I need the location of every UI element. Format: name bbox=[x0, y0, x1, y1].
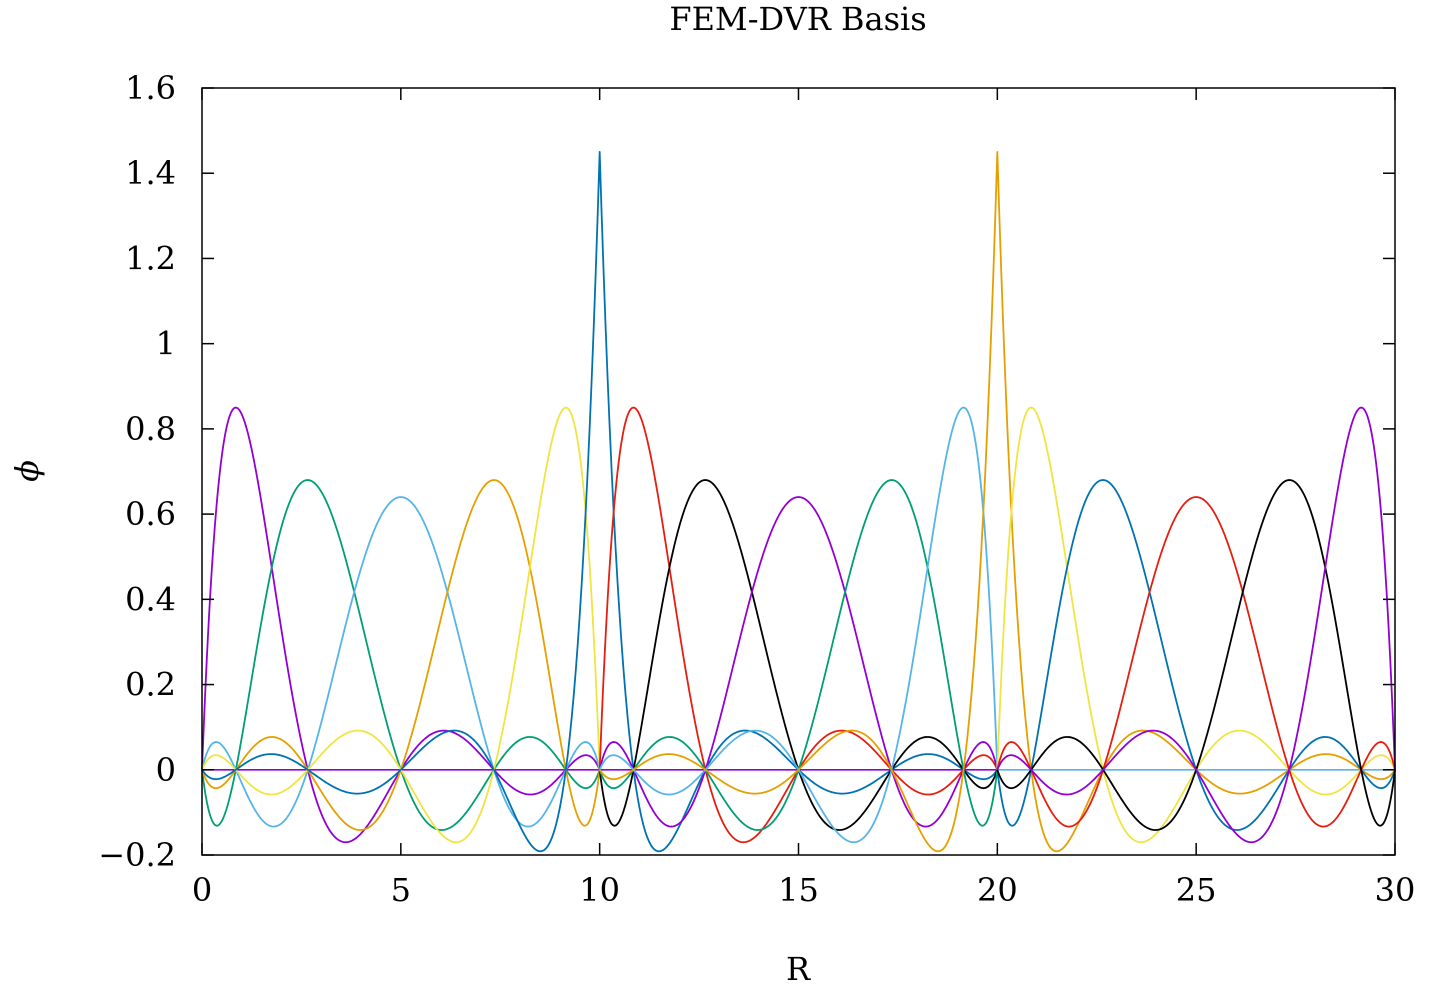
basis-curve-1 bbox=[201, 479, 601, 831]
basis-curve-14 bbox=[996, 496, 1396, 828]
x-axis-label: R bbox=[786, 950, 811, 988]
y-tick-label-7: 1.2 bbox=[125, 239, 176, 277]
y-tick-label-4: 0.6 bbox=[125, 495, 176, 533]
basis-curve-9 bbox=[598, 479, 999, 831]
basis-curve-5 bbox=[201, 151, 999, 853]
x-tick-label-6: 30 bbox=[1375, 871, 1416, 909]
y-tick-label-0: −0.2 bbox=[98, 836, 176, 874]
x-tick-label-0: 0 bbox=[192, 871, 212, 909]
x-tick-label-4: 20 bbox=[977, 871, 1018, 909]
y-tick-label-8: 1.4 bbox=[125, 154, 176, 192]
y-tick-label-2: 0.2 bbox=[125, 666, 176, 704]
y-tick-label-9: 1.6 bbox=[125, 69, 176, 107]
basis-curve-13 bbox=[996, 479, 1396, 831]
x-axis-ticks: 0 5 10 15 20 25 30 bbox=[192, 88, 1416, 909]
basis-curve-15 bbox=[996, 479, 1396, 831]
y-axis-ticks: −0.2 0 0.2 0.4 0.6 0.8 1 1.2 1.4 1.6 bbox=[98, 69, 1395, 874]
y-tick-label-3: 0.4 bbox=[125, 580, 176, 618]
basis-curve-16 bbox=[996, 406, 1396, 844]
x-tick-label-3: 15 bbox=[778, 871, 819, 909]
x-tick-label-2: 10 bbox=[579, 871, 620, 909]
basis-curve-2 bbox=[201, 496, 601, 828]
chart-title: FEM-DVR Basis bbox=[669, 0, 926, 38]
basis-curve-8 bbox=[598, 496, 999, 828]
y-axis-label: ϕ bbox=[8, 460, 46, 482]
y-tick-label-1: 0 bbox=[156, 751, 176, 789]
x-tick-label-1: 5 bbox=[391, 871, 411, 909]
basis-curve-7 bbox=[598, 479, 999, 831]
basis-function-curves bbox=[201, 151, 1396, 853]
y-tick-label-5: 0.8 bbox=[125, 410, 176, 448]
basis-curve-11 bbox=[598, 151, 1396, 853]
basis-curve-3 bbox=[201, 479, 601, 831]
y-tick-label-6: 1 bbox=[156, 325, 176, 363]
plot-frame bbox=[201, 87, 1396, 856]
x-tick-label-5: 25 bbox=[1176, 871, 1217, 909]
